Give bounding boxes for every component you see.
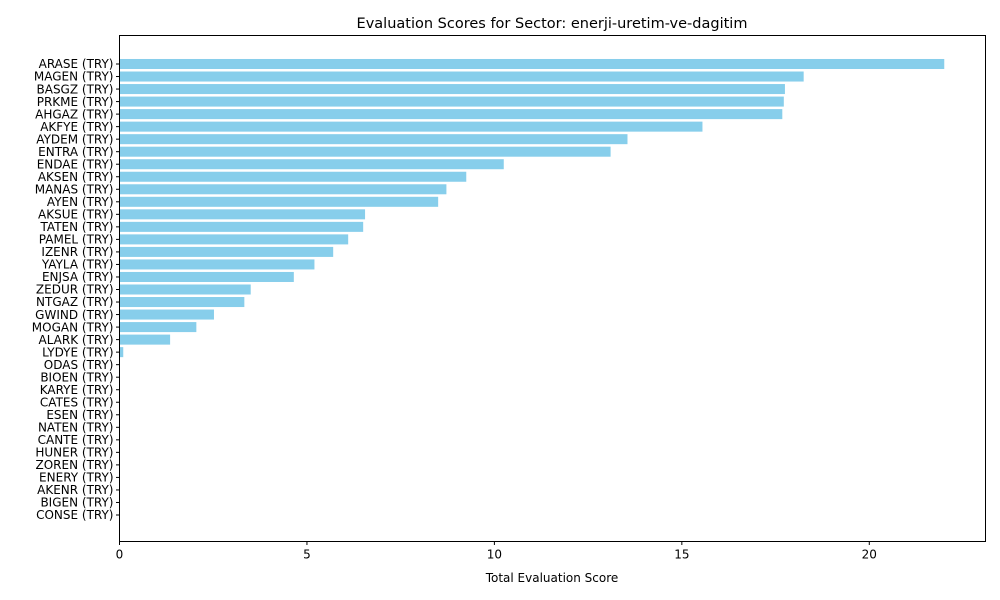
bar xyxy=(119,309,214,320)
category-label: CATES (TRY) xyxy=(40,395,114,409)
category-label: ALARK (TRY) xyxy=(39,333,114,347)
category-label: AHGAZ (TRY) xyxy=(35,107,113,121)
category-label: ODAS (TRY) xyxy=(44,358,114,372)
category-label: HUNER (TRY) xyxy=(35,446,113,460)
bar xyxy=(119,234,349,245)
category-label: BIGEN (TRY) xyxy=(40,496,113,510)
category-label: AKSEN (TRY) xyxy=(38,170,114,184)
bar xyxy=(119,109,783,120)
category-label: TATEN (TRY) xyxy=(40,220,114,234)
plot-frame xyxy=(119,35,986,542)
bar xyxy=(119,171,467,182)
x-tick-label: 5 xyxy=(303,548,311,562)
x-axis-label: Total Evaluation Score xyxy=(485,571,619,585)
category-label: KARYE (TRY) xyxy=(40,383,114,397)
category-label: LYDYE (TRY) xyxy=(42,345,113,359)
category-label: AYEN (TRY) xyxy=(47,195,114,209)
category-label: BIOEN (TRY) xyxy=(40,370,113,384)
bar xyxy=(119,271,294,282)
category-label: NTGAZ (TRY) xyxy=(36,295,113,309)
bar xyxy=(119,284,251,295)
bar xyxy=(119,322,197,333)
bar xyxy=(119,121,703,132)
category-label: ENERY (TRY) xyxy=(39,471,113,485)
bar xyxy=(119,246,334,257)
category-label: CONSE (TRY) xyxy=(36,508,113,522)
bar xyxy=(119,96,784,107)
bar xyxy=(119,209,366,220)
bar xyxy=(119,347,124,358)
x-tick-label: 20 xyxy=(862,548,877,562)
x-ticks: 0 5 10 15 20 xyxy=(116,541,877,562)
bar xyxy=(119,184,447,195)
x-tick-label: 10 xyxy=(487,548,502,562)
bar xyxy=(119,146,611,157)
bar xyxy=(119,58,945,70)
bar xyxy=(119,159,504,170)
category-label: MAGEN (TRY) xyxy=(34,70,114,84)
category-label: BASGZ (TRY) xyxy=(37,82,114,96)
category-label: AKENR (TRY) xyxy=(37,483,113,497)
bar xyxy=(119,221,364,232)
category-label: AYDEM (TRY) xyxy=(36,132,113,146)
category-label: NATEN (TRY) xyxy=(38,421,114,435)
category-label: GWIND (TRY) xyxy=(35,308,113,322)
category-label: YAYLA (TRY) xyxy=(41,258,114,272)
category-label: ESEN (TRY) xyxy=(46,408,113,422)
bar xyxy=(119,196,439,207)
bar xyxy=(119,134,628,145)
bars-group xyxy=(119,58,945,358)
category-labels: ARASE (TRY)MAGEN (TRY)BASGZ (TRY)PRKME (… xyxy=(32,57,120,522)
category-label: ENTRA (TRY) xyxy=(38,145,113,159)
category-label: MOGAN (TRY) xyxy=(32,320,114,334)
category-label: ENJSA (TRY) xyxy=(42,270,114,284)
bar xyxy=(119,71,804,82)
bar xyxy=(119,297,245,308)
x-tick-label: 15 xyxy=(674,548,689,562)
chart-title: Evaluation Scores for Sector: enerji-ure… xyxy=(357,16,748,32)
bar xyxy=(119,334,171,345)
category-label: AKSUE (TRY) xyxy=(38,208,113,222)
category-label: ARASE (TRY) xyxy=(39,57,114,71)
category-label: ZOREN (TRY) xyxy=(36,458,114,472)
category-label: IZENR (TRY) xyxy=(41,245,113,259)
bar xyxy=(119,84,785,95)
category-label: CANTE (TRY) xyxy=(38,433,114,447)
category-label: AKFYE (TRY) xyxy=(40,120,113,134)
category-label: ZEDUR (TRY) xyxy=(36,283,114,297)
category-label: MANAS (TRY) xyxy=(35,182,114,196)
x-tick-label: 0 xyxy=(116,548,124,562)
category-label: PAMEL (TRY) xyxy=(39,233,114,247)
category-label: PRKME (TRY) xyxy=(37,95,114,109)
category-label: ENDAE (TRY) xyxy=(37,157,114,171)
bar xyxy=(119,259,315,270)
